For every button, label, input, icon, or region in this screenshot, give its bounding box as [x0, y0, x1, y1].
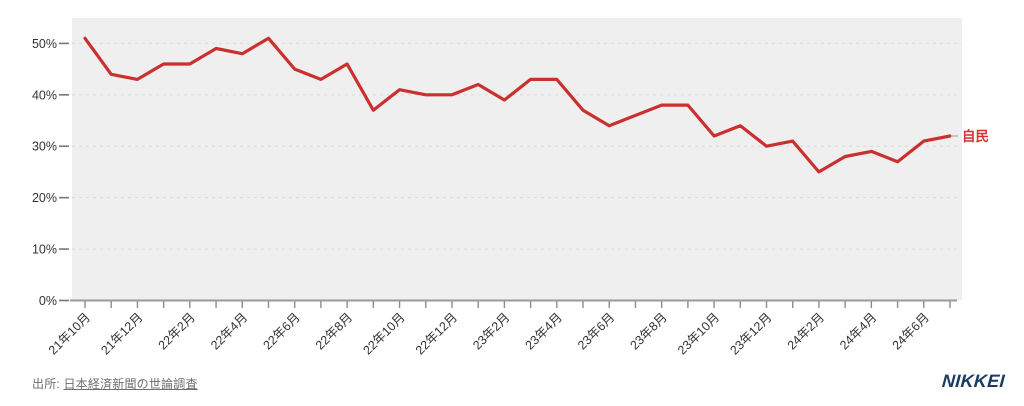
y-axis-label: 30% [32, 140, 57, 154]
x-axis-label: 23年12月 [727, 310, 774, 357]
x-axis-label: 22年4月 [208, 310, 250, 352]
x-axis-label: 24年4月 [837, 310, 879, 352]
x-axis-label: 21年12月 [98, 310, 145, 357]
x-axis-label: 24年6月 [890, 310, 932, 352]
x-axis-label: 23年8月 [627, 310, 669, 352]
x-axis-label: 22年2月 [156, 310, 198, 352]
x-axis-label: 24年2月 [785, 310, 827, 352]
y-axis-label: 50% [32, 37, 57, 51]
x-axis-label: 22年12月 [413, 310, 460, 357]
y-axis-label: 20% [32, 191, 57, 205]
x-axis-label: 23年6月 [575, 310, 617, 352]
x-axis-label: 21年10月 [46, 310, 93, 357]
x-axis-label: 22年10月 [360, 310, 407, 357]
plot-area [72, 18, 962, 301]
series-line-自民 [83, 36, 952, 174]
x-axis-label: 23年2月 [470, 310, 512, 352]
series-end-label: 自民 [962, 128, 989, 144]
y-axis-label: 0% [39, 294, 57, 308]
y-axis-label: 10% [32, 243, 57, 257]
x-axis-label: 22年6月 [260, 310, 302, 352]
source-prefix: 出所: [32, 377, 64, 391]
x-axis-label: 23年10月 [675, 310, 722, 357]
source-link[interactable]: 日本経済新聞の世論調査 [63, 377, 198, 391]
nikkei-logo: NIKKEI [941, 371, 1006, 391]
source-line: 出所: 日本経済新聞の世論調査 [32, 375, 198, 392]
x-axis-label: 23年4月 [523, 310, 565, 352]
y-axis-label: 40% [32, 88, 57, 102]
x-axis-label: 22年8月 [313, 310, 355, 352]
